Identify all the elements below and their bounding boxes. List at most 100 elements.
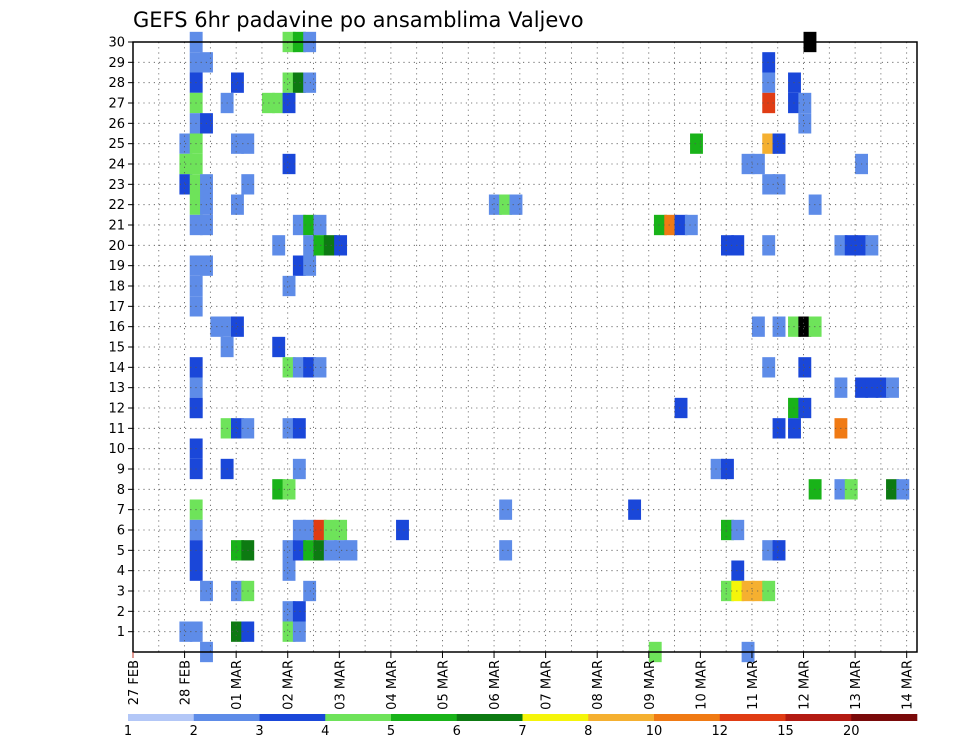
heatmap-cell [292, 357, 306, 378]
heatmap-cell [334, 519, 348, 541]
colorbar-segment [456, 714, 523, 721]
heatmap-cell [690, 133, 703, 154]
y-tick-label: 24 [108, 158, 125, 173]
heatmap-cell [762, 580, 776, 602]
y-tick-label: 19 [108, 259, 125, 274]
heatmap-cell [292, 601, 306, 622]
y-tick-label: 8 [117, 483, 125, 498]
heatmap-cell [323, 540, 337, 561]
heatmap-cell [731, 519, 745, 541]
heatmap-cell [323, 519, 337, 541]
colorbar-segment [325, 714, 392, 721]
heatmap-cell [751, 580, 765, 602]
colorbar-tick-label: 3 [255, 724, 263, 739]
heatmap-cell [721, 519, 734, 541]
y-tick-label: 26 [108, 117, 125, 132]
y-tick-label: 10 [108, 442, 125, 457]
colorbar-segment [719, 714, 786, 721]
x-tick-label: 05 MAR [437, 660, 452, 710]
x-tick-label: 04 MAR [385, 660, 400, 710]
y-tick-label: 29 [108, 56, 125, 71]
heatmap-cell [721, 458, 734, 480]
heatmap-cell [741, 153, 755, 175]
heatmap-cell [751, 153, 765, 175]
y-tick-label: 16 [108, 320, 125, 335]
heatmap-cell [772, 418, 786, 439]
x-tick-label: 11 MAR [746, 660, 761, 710]
heatmap-cell [674, 397, 688, 419]
y-tick-label: 14 [108, 361, 125, 376]
colorbar-tick-label: 4 [321, 724, 329, 739]
heatmap-cell [292, 214, 306, 236]
x-axis: 27 FEB 28 FEB 01 MAR 02 MAR 03 MAR 04 MAR 05 M… [127, 652, 916, 710]
heatmap-cell [499, 194, 513, 215]
heatmap-cell [664, 214, 678, 236]
heatmap-cell [313, 214, 327, 236]
colorbar-segment [785, 714, 852, 721]
y-tick-label: 27 [108, 97, 125, 112]
y-tick-label: 7 [117, 503, 125, 518]
y-tick-label: 12 [108, 402, 125, 417]
heatmap-cell [303, 357, 317, 378]
y-tick-label: 5 [117, 544, 125, 559]
y-tick-label: 22 [108, 198, 125, 213]
heatmap-cell [334, 540, 348, 561]
heatmap-cell [499, 540, 513, 561]
y-tick-label: 9 [117, 463, 125, 478]
heatmap-cell [762, 540, 776, 561]
y-tick-label: 20 [108, 239, 125, 254]
y-axis: 1234567891011121314151617181920212223242… [108, 36, 133, 640]
heatmap-cell [303, 214, 317, 236]
heatmap-cell [303, 519, 317, 541]
y-tick-label: 4 [117, 564, 125, 579]
y-tick-label: 11 [108, 422, 125, 437]
x-tick-label: 08 MAR [591, 660, 606, 710]
heatmap-cell [684, 214, 698, 236]
y-tick-label: 21 [108, 219, 125, 234]
y-tick-label: 15 [108, 341, 125, 356]
heatmap-cell [772, 133, 786, 154]
x-tick-label: 03 MAR [333, 660, 348, 710]
heatmap-cell [731, 235, 745, 256]
x-tick-label: 27 FEB [127, 660, 142, 705]
heatmap-cell [762, 357, 776, 378]
x-tick-label: 14 MAR [901, 660, 916, 710]
y-tick-label: 6 [117, 524, 125, 539]
x-tick-label: 13 MAR [849, 660, 864, 710]
heatmap-cell [762, 92, 776, 114]
heatmap-cell [710, 458, 724, 480]
heatmap-cell [721, 580, 734, 602]
y-tick-label: 17 [108, 300, 125, 315]
heatmap-cell [344, 540, 358, 561]
heatmap-cell [303, 72, 317, 93]
heatmap-cell [303, 540, 317, 561]
heatmap-cell [762, 235, 776, 256]
heatmap-cell [762, 72, 776, 93]
x-tick-label: 10 MAR [694, 660, 709, 710]
heatmap-cell [731, 560, 745, 581]
y-tick-label: 3 [117, 585, 125, 600]
y-tick-label: 23 [108, 178, 125, 193]
heatmap-cell [292, 255, 306, 276]
heatmap-cell [323, 235, 337, 256]
heatmap-cell [292, 72, 306, 93]
colorbar-tick-label: 1 [124, 724, 132, 739]
colorbar-segment [654, 714, 721, 721]
colorbar-tick-label: 15 [777, 724, 794, 739]
heatmap-cell [762, 174, 776, 195]
x-tick-label: 06 MAR [488, 660, 503, 710]
y-tick-label: 18 [108, 280, 125, 295]
colorbar-tick-label: 2 [190, 724, 198, 739]
heatmap-cell [313, 357, 327, 378]
heatmap-cell [499, 499, 513, 520]
colorbar: 1 2 3 4 5 6 7 8 10 12 15 20 [124, 714, 918, 739]
colorbar-segment [128, 714, 195, 721]
x-tick-label: 02 MAR [282, 660, 297, 710]
colorbar-tick-label: 8 [584, 724, 592, 739]
colorbar-tick-label: 5 [387, 724, 395, 739]
colorbar-segment [851, 714, 918, 721]
colorbar-segment [522, 714, 589, 721]
heatmap-cell [303, 255, 317, 276]
y-tick-label: 1 [117, 625, 125, 640]
